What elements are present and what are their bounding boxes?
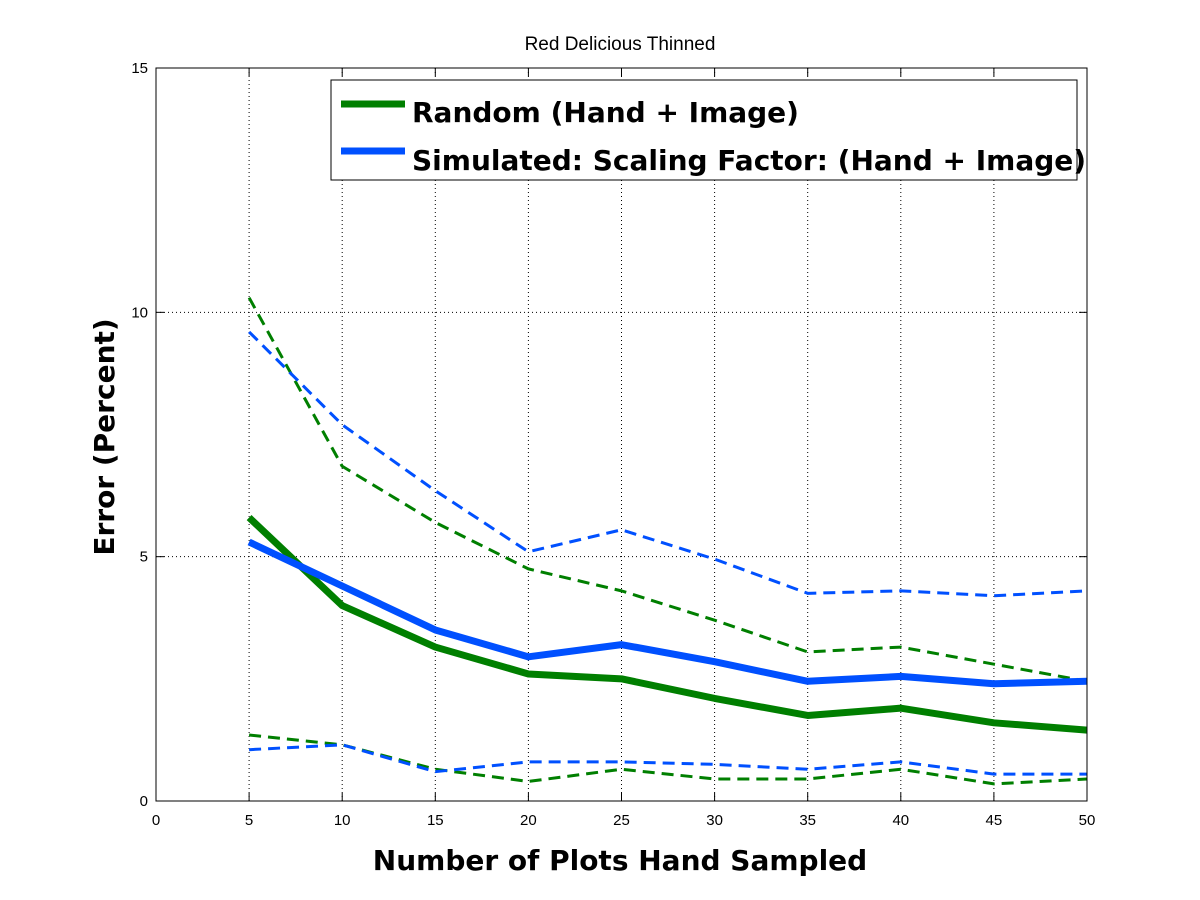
x-tick-label: 20: [520, 812, 537, 829]
series-layer: [246, 296, 1088, 786]
axis-ticks: 0 5 10 15 20 25 30 35 40 45 50 0 5 10 15: [131, 60, 1095, 829]
x-tick-label: 45: [986, 812, 1003, 829]
chart-title: Red Delicious Thinned: [525, 34, 716, 55]
series-line-mean-1: [247, 538, 1088, 688]
y-tick-label: 5: [140, 549, 148, 566]
y-tick-label: 15: [131, 60, 148, 77]
legend: Random (Hand + Image) Simulated: Scaling…: [330, 79, 1086, 181]
x-tick-label: 10: [334, 812, 351, 829]
x-axis-label: Number of Plots Hand Sampled: [373, 844, 867, 877]
legend-label-simulated: Simulated: Scaling Factor: (Hand + Image…: [412, 144, 1086, 177]
series-bound-line-lower-5: [249, 743, 1087, 776]
series-line-mean-0: [246, 515, 1088, 734]
x-tick-label: 40: [892, 812, 909, 829]
y-tick-label: 0: [140, 793, 148, 810]
x-tick-label: 50: [1079, 812, 1096, 829]
legend-box: [330, 79, 1078, 181]
x-tick-label: 25: [613, 812, 630, 829]
series-bound-line-upper-4: [248, 330, 1088, 598]
x-tick-label: 30: [706, 812, 723, 829]
x-tick-label: 35: [799, 812, 816, 829]
legend-label-random: Random (Hand + Image): [412, 96, 799, 129]
x-tick-label: 5: [245, 812, 253, 829]
series-bound-line-upper-2: [247, 296, 1088, 683]
y-axis-label: Error (Percent): [88, 318, 121, 555]
x-tick-label: 15: [427, 812, 444, 829]
x-tick-label: 0: [152, 812, 160, 829]
y-tick-label: 10: [131, 304, 148, 321]
